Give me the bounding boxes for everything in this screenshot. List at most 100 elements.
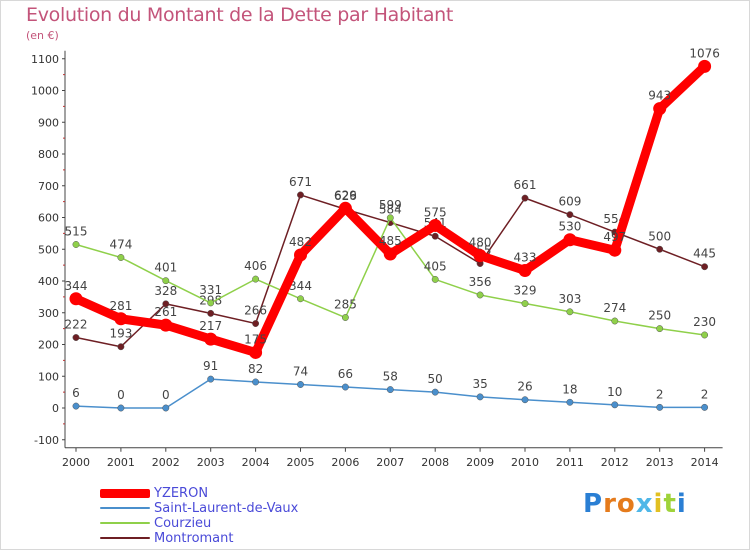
data-label-yzeron: 530	[558, 220, 581, 234]
line-chart: -100010020030040050060070080090010001100…	[31, 46, 723, 469]
y-tick-label: 600	[38, 212, 59, 225]
data-point-saint-laurent-de-vaux	[476, 393, 484, 401]
y-tick-label: 1100	[31, 53, 59, 66]
data-label-montromant: 671	[289, 175, 312, 189]
data-label-saint-laurent-de-vaux: 74	[293, 365, 308, 379]
data-label-saint-laurent-de-vaux: 26	[517, 380, 532, 394]
data-point-courzieu	[117, 254, 125, 261]
data-label-yzeron: 217	[199, 319, 222, 333]
data-point-yzeron	[563, 233, 577, 247]
data-label-montromant: 266	[244, 304, 267, 318]
legend-item-saint-laurent-de-vaux: Saint-Laurent-de-Vaux	[100, 501, 340, 516]
data-label-montromant: 222	[65, 318, 88, 332]
data-point-saint-laurent-de-vaux	[656, 403, 664, 411]
data-label-yzeron: 485	[379, 234, 402, 248]
data-label-saint-laurent-de-vaux: 18	[562, 382, 577, 396]
data-point-yzeron	[383, 247, 397, 261]
data-point-courzieu	[431, 275, 439, 283]
data-label-montromant: 445	[693, 247, 716, 261]
data-point-yzeron	[338, 201, 352, 215]
x-tick-label: 2007	[376, 456, 404, 469]
data-label-courzieu: 356	[469, 275, 492, 289]
legend-swatch-yzeron	[100, 488, 150, 498]
data-point-yzeron	[608, 243, 622, 257]
data-point-courzieu	[476, 291, 484, 299]
data-label-saint-laurent-de-vaux: 35	[472, 377, 487, 391]
data-label-yzeron: 433	[514, 251, 537, 265]
data-label-yzeron: 480	[469, 236, 492, 250]
data-label-courzieu: 474	[109, 238, 132, 252]
legend-item-yzeron: YZERON	[100, 486, 340, 501]
data-label-montromant: 500	[648, 229, 671, 243]
data-point-yzeron	[114, 312, 128, 326]
data-point-montromant	[252, 320, 260, 327]
data-label-courzieu: 230	[693, 315, 716, 329]
data-point-yzeron	[653, 102, 667, 116]
data-label-yzeron: 281	[109, 299, 132, 313]
x-tick-label: 2009	[466, 456, 494, 469]
x-tick-label: 2008	[421, 456, 449, 469]
data-label-yzeron: 575	[424, 205, 447, 219]
data-point-courzieu	[207, 299, 215, 307]
data-label-montromant: 609	[558, 195, 581, 209]
data-point-saint-laurent-de-vaux	[566, 398, 574, 406]
data-point-saint-laurent-de-vaux	[72, 402, 80, 410]
data-label-courzieu: 331	[199, 283, 222, 297]
data-point-yzeron	[69, 292, 83, 306]
data-point-saint-laurent-de-vaux	[611, 401, 619, 409]
data-point-saint-laurent-de-vaux	[701, 403, 709, 411]
logo-letter: t	[663, 489, 677, 519]
chart-unit: (en €)	[26, 29, 59, 42]
data-label-courzieu: 303	[558, 292, 581, 306]
x-tick-label: 2002	[152, 456, 180, 469]
data-point-courzieu	[701, 331, 709, 339]
data-point-montromant	[656, 245, 664, 253]
data-label-yzeron: 1076	[689, 46, 720, 60]
data-point-courzieu	[566, 308, 574, 316]
data-label-saint-laurent-de-vaux: 91	[203, 359, 218, 373]
chart-legend: YZERON Saint-Laurent-de-Vaux Courzieu Montr…	[100, 486, 340, 546]
data-point-saint-laurent-de-vaux	[341, 383, 349, 391]
data-point-yzeron	[518, 264, 532, 278]
data-label-saint-laurent-de-vaux: 58	[383, 370, 398, 384]
data-point-yzeron	[428, 218, 442, 232]
x-tick-label: 2005	[287, 456, 315, 469]
logo-letter: o	[616, 489, 636, 519]
data-point-yzeron	[294, 248, 307, 262]
y-tick-label: 300	[38, 307, 59, 320]
data-point-montromant	[431, 232, 439, 240]
y-tick-label: 0	[52, 402, 59, 415]
y-tick-label: -100	[34, 434, 59, 447]
logo-letter: i	[653, 489, 664, 519]
data-point-yzeron	[473, 249, 487, 263]
legend-label-yzeron: YZERON	[154, 486, 209, 501]
data-label-saint-laurent-de-vaux: 6	[72, 386, 80, 400]
legend-item-montromant: Montromant	[100, 531, 340, 546]
legend-swatch-montromant	[100, 537, 150, 539]
data-label-montromant: 626	[334, 189, 357, 203]
data-label-courzieu: 329	[514, 284, 537, 298]
data-label-montromant: 193	[109, 327, 132, 341]
legend-label-saint-laurent-de-vaux: Saint-Laurent-de-Vaux	[154, 501, 299, 516]
x-tick-label: 2014	[691, 456, 719, 469]
data-label-courzieu: 285	[334, 298, 357, 312]
data-point-courzieu	[341, 314, 349, 321]
data-point-courzieu	[656, 325, 664, 333]
data-label-yzeron: 943	[648, 89, 671, 103]
data-point-montromant	[162, 300, 170, 308]
data-point-courzieu	[611, 317, 619, 325]
data-point-montromant	[566, 211, 574, 219]
data-point-montromant	[72, 334, 80, 341]
logo-letter: i	[676, 489, 687, 519]
data-point-courzieu	[72, 241, 80, 248]
data-label-yzeron: 482	[289, 235, 312, 249]
data-point-saint-laurent-de-vaux	[297, 381, 304, 388]
legend-label-montromant: Montromant	[154, 531, 234, 546]
data-point-courzieu	[386, 214, 394, 222]
legend-item-courzieu: Courzieu	[100, 516, 340, 531]
y-tick-label: 700	[38, 180, 59, 193]
data-point-montromant	[207, 309, 215, 317]
data-point-yzeron	[204, 332, 218, 346]
